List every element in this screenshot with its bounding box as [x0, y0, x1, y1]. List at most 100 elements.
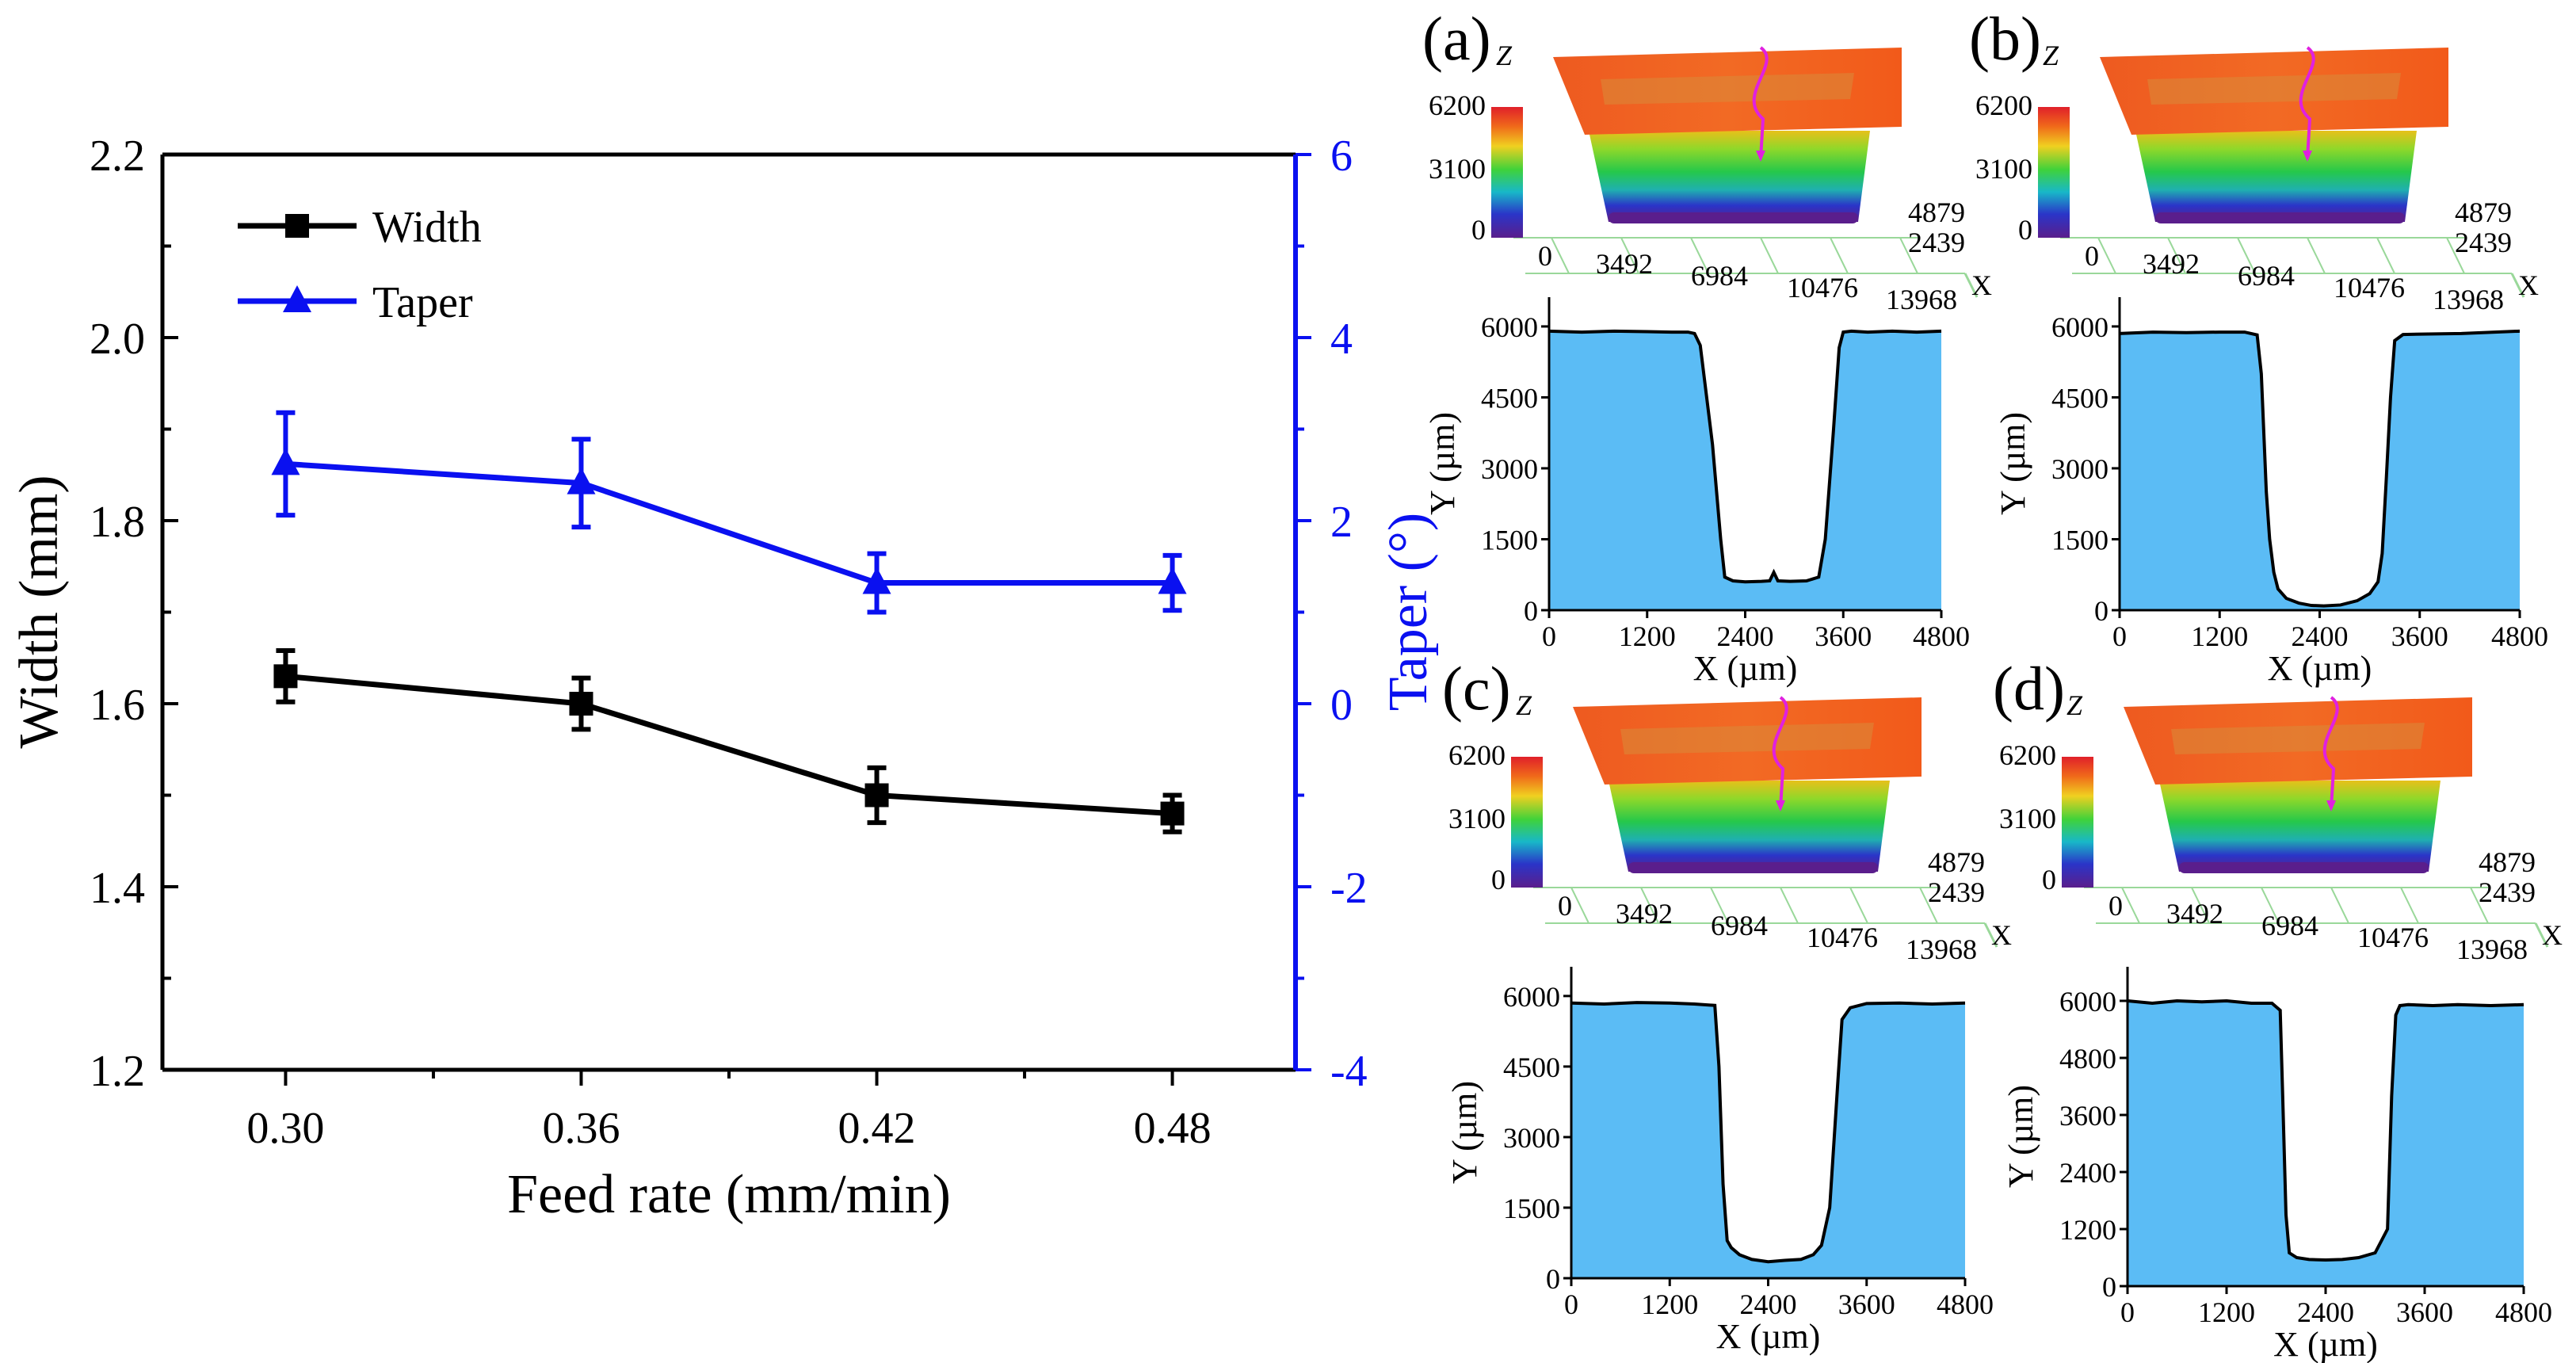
profile-y-tick-label: 0 [1546, 1263, 1560, 1295]
profile-y-tick-label: 4500 [1481, 382, 1538, 414]
grid-line [1760, 237, 1779, 274]
profile-x-tick-label: 0 [1542, 620, 1556, 652]
grid-line [1830, 237, 1849, 274]
y-tick-label-3d: 2439 [1908, 227, 1965, 258]
slice-marker-line [2299, 46, 2315, 159]
profile-y-tick-label: 3000 [1481, 453, 1538, 485]
y-tick-label: 2.2 [90, 132, 145, 181]
profile-y-tick-label: 6000 [1481, 311, 1538, 343]
profile-x-tick-label: 3600 [2391, 620, 2448, 652]
panel-label: (d) [1993, 654, 2065, 723]
profile-x-tick-label: 4800 [1937, 1289, 1994, 1320]
profile-x-tick-label: 2400 [1740, 1289, 1797, 1320]
profile-line [1570, 1001, 1966, 1264]
x-axis-3d [1963, 273, 1979, 298]
slice-marker-line [1772, 696, 1788, 809]
pit-floor [2179, 862, 2429, 873]
grid-line [2470, 887, 2489, 924]
x-tick-label-3d: 10476 [2357, 922, 2429, 953]
colorbar [2062, 757, 2093, 888]
x-tick-label-3d: 3492 [1616, 898, 1673, 930]
x-axis-title-3d: X [1991, 919, 2012, 951]
y2-tick-label: 6 [1330, 132, 1353, 181]
profile-y-tick-label: 4500 [1503, 1052, 1560, 1083]
y-tick-label-3d: 4879 [1908, 197, 1965, 228]
y-tick-label-3d: 4879 [1928, 846, 1985, 878]
profile-y-tick-label: 4800 [2059, 1043, 2116, 1075]
profile-y-tick-label: 0 [2094, 595, 2109, 627]
profile-y-tick-label: 6000 [2059, 986, 2116, 1017]
grid-line [2097, 237, 2116, 274]
legend-marker-triangle [283, 285, 311, 312]
profile-fill [2120, 330, 2520, 610]
data-point-square [273, 664, 298, 689]
grid-line [1919, 887, 1938, 924]
x-axis-title-3d: X [2518, 269, 2539, 301]
profile-x-tick-label: 1200 [2198, 1296, 2255, 1328]
profile-line [1548, 329, 1942, 584]
x-tick-label-3d: 13968 [2433, 284, 2504, 315]
grid-line [2121, 887, 2140, 924]
profile-x-tick-label: 4800 [1913, 620, 1970, 652]
profile-fill [2128, 1001, 2524, 1286]
z-tick-label: 6200 [1975, 90, 2032, 121]
slot-opening [2147, 73, 2401, 105]
grid-line [1710, 887, 1729, 924]
x-tick-label-3d: 10476 [1807, 922, 1878, 953]
profile-y-tick-label: 4500 [2051, 382, 2109, 414]
x-tick-label: 0.36 [542, 1104, 620, 1153]
x-tick-label-3d: 13968 [1886, 284, 1957, 315]
profile-fill [1571, 1002, 1965, 1278]
profile-y-tick-label: 1200 [2059, 1214, 2116, 1246]
slot-opening [2171, 723, 2425, 754]
profile-x-tick-label: 2400 [2292, 620, 2349, 652]
pit-wall [1609, 781, 1890, 872]
series-line-taper [285, 460, 1173, 586]
y-tick-label-3d: 4879 [2455, 197, 2512, 228]
pit-floor [2155, 212, 2405, 223]
profile-x-tick-label: 3600 [1838, 1289, 1895, 1320]
x-tick-label-3d: 3492 [1596, 248, 1653, 280]
legend-label-width: Width [372, 203, 482, 252]
grid-line [1780, 887, 1799, 924]
x-axis-title-3d: X [2542, 919, 2563, 951]
z-tick-label: 6200 [1429, 90, 1486, 121]
y-tick-label-3d: 4879 [2479, 846, 2536, 878]
x-tick-label-3d: 6984 [1711, 910, 1768, 941]
pit-floor [1609, 212, 1858, 223]
z-tick-label: 0 [1491, 864, 1506, 895]
profile-y-tick-label: 6000 [2051, 311, 2109, 343]
profile-y-tick-label: 3000 [2051, 453, 2109, 485]
x-tick-label-3d: 0 [1558, 890, 1572, 922]
y2-tick-label: 4 [1330, 315, 1353, 364]
x-axis-label: Feed rate (mm/min) [507, 1164, 951, 1225]
x-tick-label-3d: 6984 [2261, 910, 2318, 941]
data-point-triangle [1158, 567, 1187, 594]
y-tick-label-3d: 2439 [1928, 876, 1985, 908]
slot-opening [1620, 723, 1874, 754]
profile-x-label: X (µm) [1693, 649, 1798, 688]
z-tick-label: 0 [1471, 214, 1486, 246]
slice-marker-arrow [1756, 151, 1765, 162]
x-tick-label-3d: 3492 [2143, 248, 2200, 280]
z-tick-label: 0 [2018, 214, 2032, 246]
profile-y-label: Y (µm) [1994, 412, 2032, 515]
panel-label: (c) [1442, 654, 1511, 723]
profile-y-tick-label: 6000 [1503, 981, 1560, 1013]
profile-line [2127, 998, 2524, 1262]
slot-opening [1601, 73, 1854, 105]
profile-x-tick-label: 1200 [1619, 620, 1676, 652]
pit-wall [2159, 781, 2441, 872]
x-tick-label-3d: 10476 [2334, 272, 2405, 304]
x-tick-label-3d: 13968 [1906, 933, 1977, 965]
x-axis-3d [2534, 922, 2549, 948]
z-tick-label: 6200 [1448, 739, 1506, 771]
profile-x-label: X (µm) [2268, 649, 2372, 688]
y2-tick-label: 0 [1330, 681, 1353, 730]
